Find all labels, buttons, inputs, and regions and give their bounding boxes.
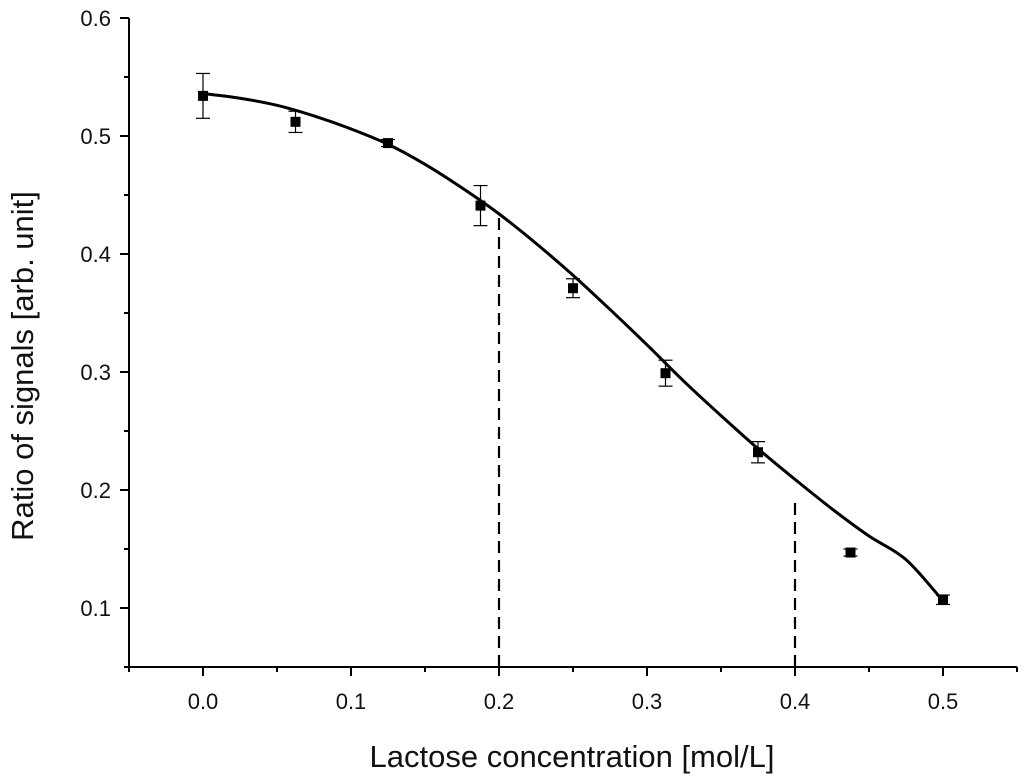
fit-curve [202, 92, 945, 602]
x-axis-title: Lactose concentration [mol/L] [370, 739, 775, 774]
y-axis-title: Ratio of signals [arb. unit] [5, 191, 40, 541]
data-point [290, 116, 301, 127]
x-tick-label: 0.3 [632, 689, 663, 714]
axes [120, 17, 1018, 676]
x-tick-label: 0.2 [484, 689, 515, 714]
fit-curve-layer [202, 92, 945, 602]
data-point [198, 90, 208, 101]
y-tick-label: 0.5 [80, 124, 111, 149]
x-tick-label: 0.5 [928, 689, 959, 714]
x-tick-label: 0.4 [780, 689, 811, 714]
data-point [845, 547, 856, 558]
data-point [938, 594, 948, 605]
y-tick-label: 0.6 [80, 6, 111, 31]
x-tick-label: 0.0 [188, 689, 219, 714]
y-tick-label: 0.4 [80, 242, 111, 267]
reference-lines [497, 213, 797, 667]
x-tick-label: 0.1 [336, 689, 367, 714]
y-tick-label: 0.3 [80, 360, 111, 385]
tick-labels-layer: 0.0 0.1 0.2 0.3 0.4 0.5 0.1 0.2 0.3 0.4 0.5 0.6 [80, 6, 958, 714]
data-point [383, 138, 393, 149]
y-tick-label: 0.2 [80, 478, 111, 503]
data-point [568, 283, 578, 294]
data-points-layer [196, 72, 950, 606]
data-point [475, 200, 486, 211]
data-point [753, 447, 763, 458]
y-tick-label: 0.1 [80, 596, 111, 621]
data-point [660, 368, 671, 379]
